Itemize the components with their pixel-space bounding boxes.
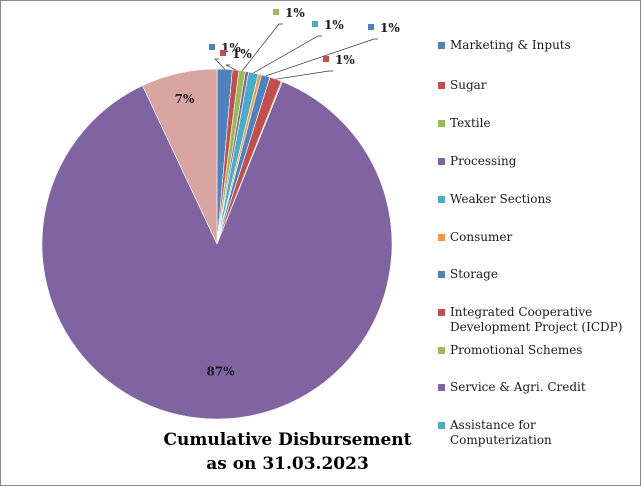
legend-swatch (438, 120, 445, 127)
label-marker (273, 9, 279, 15)
legend-item: Service & Agri. Credit (438, 380, 635, 395)
legend-swatch (438, 82, 445, 89)
legend-label: Marketing & Inputs (450, 38, 571, 52)
legend-label: Service & Agri. Credit (450, 380, 586, 394)
leader-line (225, 64, 236, 71)
legend-item: Processing (438, 154, 635, 169)
leader-line (265, 38, 378, 77)
legend-label: Promotional Schemes (450, 343, 583, 357)
chart-title-line: Cumulative Disbursement (163, 430, 412, 450)
slice-data-label: 1% (285, 6, 305, 20)
legend-swatch (438, 422, 445, 429)
legend-label: Textile (450, 116, 491, 130)
legend-swatch (438, 309, 445, 316)
slice-data-label: 87% (207, 365, 236, 379)
legend-swatch (438, 347, 445, 354)
legend-swatch (438, 196, 445, 203)
slice-data-label: 7% (175, 92, 195, 106)
label-marker (220, 50, 226, 56)
legend-item: Marketing & Inputs (438, 38, 635, 53)
leader-line (275, 70, 333, 80)
label-marker (368, 24, 374, 30)
leader-line (214, 58, 225, 70)
legend-swatch (438, 234, 445, 241)
legend-swatch (438, 158, 445, 165)
legend-item: Storage (438, 267, 635, 282)
slice-data-label: 1% (221, 41, 241, 55)
legend-swatch (438, 384, 445, 391)
legend-label: Weaker Sections (450, 192, 552, 206)
chart-title: Cumulative Disbursement as on 31.03.2023 (110, 428, 465, 476)
chart-subtitle-line: as on 31.03.2023 (206, 454, 369, 474)
pie-slice (142, 68, 218, 245)
slice-data-label: 1% (324, 18, 344, 32)
legend-item: Integrated Cooperative Development Proje… (438, 305, 635, 335)
legend-label: Storage (450, 267, 498, 281)
legend-item: Promotional Schemes (438, 343, 635, 358)
legend-swatch (438, 271, 445, 278)
slice-data-label: 1% (380, 21, 400, 35)
label-marker (323, 56, 329, 62)
leader-line (253, 35, 322, 74)
legend-item: Textile (438, 116, 635, 131)
legend-item: Sugar (438, 78, 635, 93)
leader-line (241, 23, 283, 72)
label-marker (312, 21, 318, 27)
legend-swatch (438, 42, 445, 49)
legend-label: Sugar (450, 78, 487, 92)
slice-data-label: 1% (335, 53, 355, 67)
legend-label: Consumer (450, 230, 513, 244)
legend-label: Integrated Cooperative Development Proje… (450, 305, 623, 334)
pie-slice (41, 81, 393, 420)
legend-item: Consumer (438, 230, 635, 245)
legend-item: Assistance for Computerization (438, 418, 635, 448)
legend-item: Weaker Sections (438, 192, 635, 207)
slice-data-label: 1% (232, 47, 252, 61)
legend-label: Assistance for Computerization (450, 418, 552, 447)
legend-label: Processing (450, 154, 517, 168)
label-marker (209, 44, 215, 50)
